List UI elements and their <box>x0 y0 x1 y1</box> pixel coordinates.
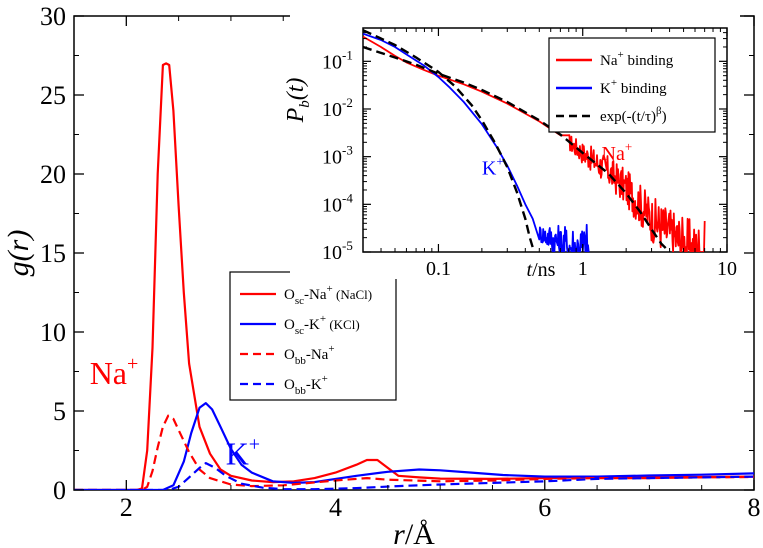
annotation-superscript: + <box>249 434 260 456</box>
main-annotations: Na+K+ <box>90 353 260 472</box>
main-legend: Osc-Na+ (NaCl)Osc-K+ (KCl)Obb-Na+Obb-K+ <box>229 271 397 401</box>
main-annotation-label: Na+ <box>90 353 139 391</box>
main-legend-label: Osc-Na+ (NaCl) <box>284 283 372 307</box>
legend-subscript: bb <box>295 355 307 367</box>
annotation-text: K <box>482 158 497 180</box>
legend-superscript: β <box>656 105 662 117</box>
inset-legend-label: exp(-(t/τ)β) <box>600 105 667 125</box>
tick-base: 10 <box>322 99 342 121</box>
legend-text: O <box>284 377 295 393</box>
inset-y-tick-label: 10-2 <box>322 95 353 121</box>
main-y-tick-label: 10 <box>40 318 66 347</box>
legend-text: O <box>284 287 295 303</box>
main-series-line-1 <box>74 402 754 490</box>
inset-series-line-0 <box>363 35 706 252</box>
main-y-axis-label: g(r) <box>2 230 35 277</box>
legend-text: O <box>284 317 295 333</box>
legend-text: exp(-(t/τ) <box>600 109 656 125</box>
inset-legend-label: Na+ binding <box>600 49 674 69</box>
main-series-line-2 <box>74 414 754 490</box>
inset-legend-label: K+ binding <box>600 77 667 97</box>
inset-annotation-label: Na+ <box>602 139 633 165</box>
tick-exponent: -1 <box>342 47 353 62</box>
legend-text: -K <box>304 317 320 333</box>
legend-superscript: + <box>328 343 334 355</box>
legend-superscript: + <box>611 77 617 89</box>
tick-exponent: -4 <box>342 190 353 205</box>
legend-superscript: + <box>327 283 333 295</box>
legend-text: -Na <box>306 347 329 363</box>
inset-y-axis-label: Pb(t) <box>283 78 313 124</box>
tick-base: 10 <box>322 194 342 216</box>
main-axis-ticks: 2 4 6 8 0 5 10 15 20 25 30 <box>40 2 761 522</box>
annotation-text: Na <box>602 143 625 165</box>
inset-annotation-label: K+ <box>482 154 504 180</box>
annotation-text: K <box>226 436 249 472</box>
main-annotation-label: K+ <box>226 434 260 472</box>
annotation-superscript: + <box>496 154 503 169</box>
inset-plot-frame <box>362 27 728 253</box>
tick-base: 10 <box>322 51 342 73</box>
inset-y-tick-label: 10-3 <box>322 143 353 169</box>
inset-x-tick-label: 0.1 <box>426 258 451 280</box>
main-y-tick-label: 30 <box>40 2 66 31</box>
inset-x-tick-label: 10 <box>717 258 737 280</box>
inset-x-tick-label: 1 <box>578 258 588 280</box>
inset-annotations: K+ Na+ <box>482 139 632 180</box>
legend-text: binding <box>624 53 674 69</box>
legend-text: binding <box>617 81 667 97</box>
tick-base: 10 <box>322 147 342 169</box>
legend-superscript: + <box>320 313 326 325</box>
annotation-superscript: + <box>127 353 138 375</box>
tick-exponent: -3 <box>342 143 353 158</box>
legend-text: K <box>600 81 611 97</box>
main-x-axis-label: r/Å <box>393 518 435 548</box>
main-y-tick-label: 25 <box>40 81 66 110</box>
legend-subscript: bb <box>295 385 307 397</box>
legend-text: O <box>284 347 295 363</box>
main-y-tick-label: 20 <box>40 160 66 189</box>
main-series-line-0 <box>74 62 754 490</box>
tick-exponent: -2 <box>342 95 353 110</box>
inset-y-tick-label: 10-1 <box>322 47 353 73</box>
main-x-tick-label: 2 <box>120 493 133 522</box>
legend-text: -Na <box>304 287 327 303</box>
tick-exponent: -5 <box>342 238 353 253</box>
main-x-tick-label: 8 <box>748 493 761 522</box>
inset-series-line-2 <box>363 29 536 252</box>
inset-y-tick-label: 10-5 <box>322 238 353 264</box>
main-legend-entries: Osc-Na+ (NaCl)Osc-K+ (KCl)Obb-Na+Obb-K+ <box>240 283 372 397</box>
main-y-tick-label: 0 <box>53 476 66 505</box>
main-legend-label: Osc-K+ (KCl) <box>284 313 360 337</box>
legend-superscript: + <box>618 49 624 61</box>
legend-text: Na <box>600 53 618 69</box>
main-y-tick-label: 15 <box>40 239 66 268</box>
legend-text: -K <box>306 377 322 393</box>
legend-subscript: sc <box>295 295 304 307</box>
legend-text: (NaCl) <box>333 287 372 302</box>
legend-superscript: + <box>322 373 328 385</box>
inset-series-line-1 <box>363 32 590 252</box>
legend-subscript: sc <box>295 325 304 337</box>
legend-text: ) <box>662 109 667 125</box>
inset-x-axis-label: t/ns <box>527 259 556 281</box>
annotation-text: Na <box>90 355 127 391</box>
main-x-tick-label: 4 <box>329 493 342 522</box>
main-legend-label: Obb-Na+ <box>284 343 335 367</box>
main-legend-label: Obb-K+ <box>284 373 328 397</box>
main-y-tick-label: 5 <box>53 397 66 426</box>
inset-y-tick-label: 10-4 <box>322 190 353 216</box>
tick-base: 10 <box>322 242 342 264</box>
main-x-tick-label: 6 <box>538 493 551 522</box>
legend-text: (KCl) <box>326 317 360 332</box>
annotation-superscript: + <box>625 139 632 154</box>
